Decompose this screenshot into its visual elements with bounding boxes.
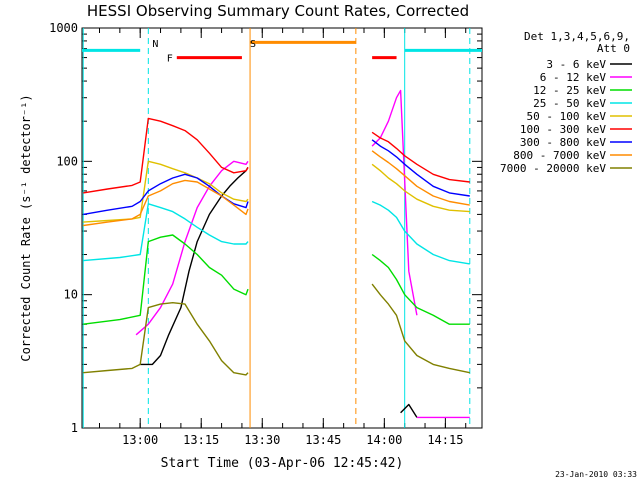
y-tick-label: 1 — [71, 421, 78, 435]
series-line — [371, 150, 470, 206]
legend-entry-label: 25 - 50 keV — [533, 97, 606, 110]
y-axis-label: Corrected Count Rate (s⁻¹ detector⁻¹) — [19, 94, 33, 361]
series-line — [371, 253, 470, 325]
series-line — [371, 139, 470, 197]
series-line — [83, 179, 249, 227]
series-line — [400, 403, 418, 418]
x-tick-label: 14:00 — [366, 433, 402, 447]
series-line — [83, 234, 249, 325]
legend-entry-label: 50 - 100 keV — [527, 110, 607, 123]
plot-frame — [81, 27, 483, 429]
legend-entry-label: 7000 - 20000 keV — [500, 162, 606, 175]
series-line — [371, 131, 470, 183]
series-line — [83, 173, 249, 216]
legend-entry-label: 100 - 300 keV — [520, 123, 606, 136]
y-tick-label: 10 — [64, 288, 78, 302]
series-line — [371, 89, 418, 316]
series-line — [371, 163, 470, 213]
y-tick-label: 1000 — [49, 21, 78, 35]
series-line — [83, 302, 249, 376]
x-tick-label: 13:15 — [183, 433, 219, 447]
series-line — [135, 160, 249, 336]
legend-entry-label: 12 - 25 keV — [533, 84, 606, 97]
flag-label: F — [167, 54, 173, 65]
footer-timestamp: 23-Jan-2010 03:33 — [555, 470, 637, 479]
legend-entry-label: 3 - 6 keV — [546, 58, 606, 71]
series-line — [83, 203, 249, 262]
plot-area: 1 10 100 1000 13:00 13:15 13:30 13:45 14:00 14:15… — [49, 21, 483, 447]
x-tick-label: 13:45 — [305, 433, 341, 447]
series-line — [371, 283, 470, 374]
legend-title-line-1: Det 1,3,4,5,6,9, — [524, 30, 630, 43]
marker-label: N — [152, 39, 158, 50]
series-line — [140, 167, 249, 366]
x-tick-label: 13:00 — [122, 433, 158, 447]
series-line — [371, 200, 470, 265]
legend-title-line-2: Att 0 — [597, 42, 630, 55]
x-tick-label: 14:15 — [427, 433, 463, 447]
legend-entry-label: 6 - 12 keV — [540, 71, 607, 84]
y-tick-label: 100 — [56, 154, 78, 168]
x-axis-label: Start Time (03-Apr-06 12:45:42) — [161, 456, 404, 471]
chart-title: HESSI Observing Summary Count Rates, Cor… — [87, 2, 469, 20]
series-line — [83, 160, 249, 223]
legend-entry-label: 800 - 7000 keV — [513, 149, 606, 162]
legend-entry-label: 300 - 800 keV — [520, 136, 606, 149]
series-line — [83, 117, 249, 194]
x-tick-label: 13:30 — [244, 433, 280, 447]
marker-label: S — [250, 39, 256, 50]
